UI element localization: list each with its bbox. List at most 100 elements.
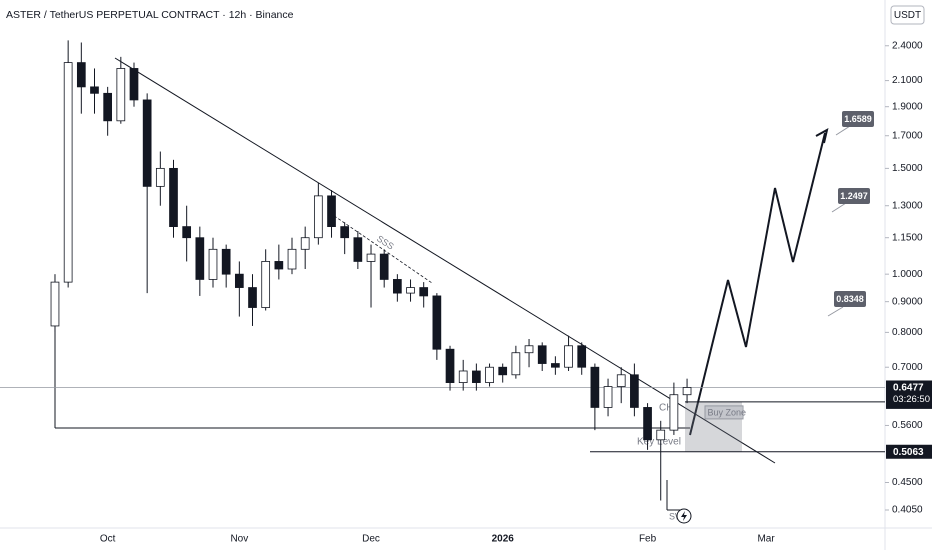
candle-body: [142, 99, 152, 187]
candle-body: [208, 248, 218, 280]
last-price-tag: [886, 380, 932, 407]
candle-body: [116, 68, 126, 122]
candle-body: [90, 86, 99, 94]
candle-body: [406, 287, 415, 294]
target-box: [838, 188, 870, 204]
candle-body: [76, 62, 86, 88]
candle-body: [313, 195, 323, 239]
candle-body: [155, 167, 165, 187]
candle-body: [511, 352, 521, 376]
candle-body: [485, 366, 494, 383]
candle-body: [656, 429, 666, 441]
y-tick-label: 1.7000: [892, 130, 923, 141]
countdown-label: 03:26:50: [893, 394, 930, 405]
candle-body: [50, 281, 60, 327]
y-tick-label: 1.9000: [892, 101, 923, 112]
target-box: [834, 291, 866, 307]
candle-body: [103, 92, 113, 122]
y-tick-label: 0.8000: [892, 327, 923, 338]
candle-body: [261, 261, 271, 308]
candle-body: [551, 363, 560, 368]
candle-body: [458, 370, 468, 383]
level-tag: [886, 444, 932, 459]
target-label: 1.6589: [844, 114, 872, 124]
candle-body: [63, 62, 73, 283]
currency-box[interactable]: [890, 5, 925, 25]
buy-zone-tag: [704, 405, 744, 420]
candle-body: [577, 345, 587, 368]
candle-body: [287, 248, 297, 270]
sss-line[interactable]: [329, 212, 433, 284]
candle-body: [300, 237, 310, 250]
candle-body: [353, 237, 363, 262]
alert-icon-bolt: [681, 511, 687, 521]
projection-path[interactable]: [689, 132, 826, 436]
candle-body: [445, 348, 455, 383]
x-tick-label: Feb: [639, 534, 657, 545]
currency-label: USDT: [894, 10, 921, 21]
target-label: 1.2497: [840, 191, 868, 201]
target-pointer: [831, 202, 847, 213]
candle-body: [340, 226, 350, 239]
x-tick-label: Mar: [757, 534, 775, 545]
y-tick-label: 1.1500: [892, 232, 923, 243]
candle-body: [603, 386, 613, 408]
x-tick-label: Nov: [230, 534, 248, 545]
y-tick-label: 0.4050: [892, 505, 923, 516]
target-pointer: [835, 125, 851, 136]
candle-body: [327, 195, 336, 228]
sw-label: SW: [669, 511, 684, 521]
candle-body: [366, 253, 376, 262]
candle-body: [129, 68, 139, 101]
candle-body: [498, 366, 508, 376]
candle-body: [393, 279, 402, 294]
candle-body: [195, 237, 205, 280]
key-level-label: Key Level: [637, 437, 681, 448]
candle-body: [564, 345, 573, 368]
y-tick-label: 2.4000: [892, 40, 923, 51]
y-tick-label: 0.9000: [892, 296, 923, 307]
x-tick-label: Dec: [362, 534, 380, 545]
target-pointer: [827, 306, 844, 317]
candle-body: [524, 345, 534, 354]
buy-zone-label: Buy Zone: [708, 407, 747, 417]
y-tick-label: 0.4500: [892, 477, 923, 488]
candle-body: [643, 407, 652, 441]
projection-arrowhead: [815, 128, 829, 144]
y-tick-label: 0.7000: [892, 362, 923, 373]
x-tick-label: Oct: [100, 534, 116, 545]
y-tick-label: 2.1000: [892, 75, 923, 86]
candle-body: [221, 248, 231, 275]
y-tick-label: 1.0000: [892, 269, 923, 280]
candle-body: [630, 374, 639, 408]
candle-body: [472, 370, 481, 383]
candle-body: [669, 394, 679, 431]
level-label: 0.5063: [893, 447, 924, 458]
candles: [50, 40, 692, 501]
candle-body: [419, 287, 429, 297]
chart-title: ASTER / TetherUS PERPETUAL CONTRACT · 12…: [6, 9, 294, 21]
candle-body: [379, 253, 389, 280]
candle-body: [248, 287, 257, 308]
last-price-label: 0.6477: [893, 383, 924, 394]
target-box: [842, 111, 874, 127]
ch-label: CH: [659, 403, 673, 414]
candle-body: [616, 374, 626, 387]
candle-body: [274, 261, 284, 270]
candle-body: [169, 167, 178, 228]
candle-body: [590, 366, 600, 408]
y-tick-label: 0.5600: [892, 420, 923, 431]
y-tick-label: 1.5000: [892, 163, 923, 174]
candle-body: [682, 387, 692, 396]
candle-body: [182, 226, 192, 239]
candle-body: [432, 295, 442, 350]
trendline[interactable]: [114, 57, 776, 464]
candle-body: [537, 345, 547, 364]
candle-body: [234, 273, 244, 288]
target-label: 0.8348: [836, 294, 864, 304]
x-tick-label: 2026: [492, 534, 515, 545]
y-tick-label: 1.3000: [892, 200, 923, 211]
